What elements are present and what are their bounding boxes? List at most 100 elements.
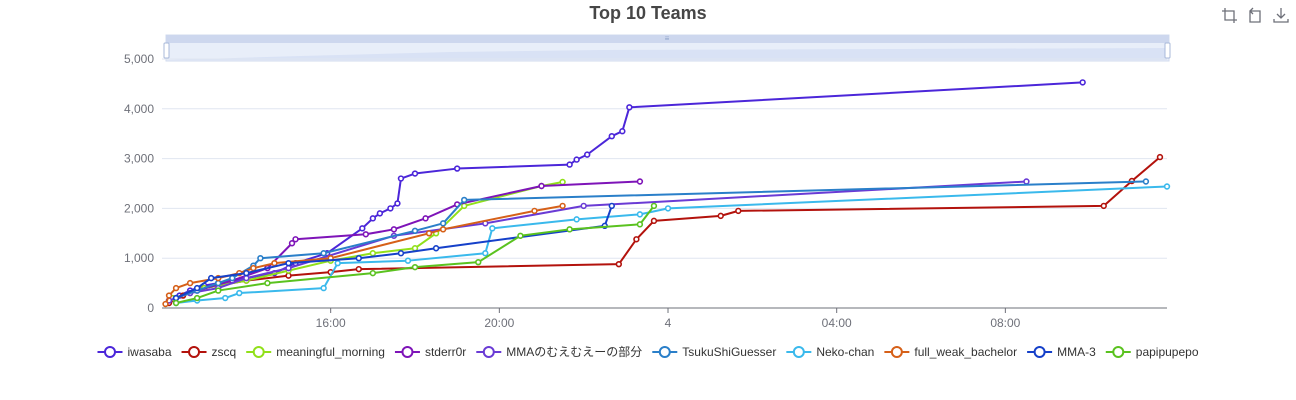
data-point[interactable] [453,165,461,172]
data-point[interactable] [717,212,724,220]
legend-item[interactable]: zscq [181,345,237,359]
data-point[interactable] [285,264,292,272]
data-point[interactable] [288,240,296,247]
data-point[interactable] [376,210,384,217]
data-point[interactable] [397,175,405,182]
data-point[interactable] [1163,183,1171,190]
data-point[interactable] [636,221,644,228]
data-point[interactable] [626,104,633,111]
data-point[interactable] [165,292,173,299]
data-point[interactable] [425,230,433,237]
data-point[interactable] [193,284,201,292]
data-point[interactable] [172,284,180,292]
data-point[interactable] [285,272,292,279]
data-point[interactable] [355,265,362,273]
data-point[interactable] [439,226,447,233]
data-point[interactable] [1156,153,1164,161]
data-point[interactable] [369,250,377,257]
data-point[interactable] [411,245,419,252]
data-point[interactable] [186,279,194,287]
data-point[interactable] [320,250,327,257]
data-point[interactable] [608,202,615,210]
data-point[interactable] [359,225,366,232]
data-point[interactable] [257,255,264,262]
data-point[interactable] [439,220,447,227]
data-point[interactable] [573,156,580,163]
data-point[interactable] [650,202,658,210]
data-point[interactable] [369,269,377,277]
data-point[interactable] [264,279,271,287]
data-point[interactable] [566,226,573,233]
legend-item[interactable]: stderr0r [394,345,466,359]
data-point[interactable] [633,236,640,243]
data-point[interactable] [411,263,419,271]
data-point[interactable] [243,274,250,282]
data-point[interactable] [222,294,229,302]
data-point[interactable] [580,202,587,210]
download-icon[interactable] [1273,8,1289,23]
data-point[interactable] [271,259,278,267]
data-point[interactable] [432,245,440,252]
data-point[interactable] [172,299,180,307]
data-point[interactable] [482,250,489,257]
data-point[interactable] [193,294,201,302]
data-point[interactable] [387,205,394,212]
restore-icon[interactable] [1249,7,1261,23]
data-point[interactable] [475,258,482,266]
legend-item[interactable]: TsukuShiGuesser [652,345,776,359]
data-point[interactable] [411,227,419,235]
data-point[interactable] [362,231,370,238]
legend-item[interactable]: iwasaba [97,345,172,359]
data-point[interactable] [650,217,658,225]
legend-item[interactable]: Neko-chan [786,345,874,359]
data-point[interactable] [636,211,644,218]
data-point[interactable] [236,289,243,297]
data-point[interactable] [404,257,412,264]
data-zoom-left-handle[interactable] [163,42,170,59]
data-point[interactable] [461,196,468,204]
data-point[interactable] [619,128,626,135]
data-point[interactable] [397,250,405,257]
data-point[interactable] [559,178,566,186]
data-point[interactable] [394,200,401,207]
data-point[interactable] [334,259,341,267]
legend-item[interactable]: meaningful_morning [246,345,385,359]
data-point[interactable] [559,202,566,210]
data-point[interactable] [1023,178,1030,185]
data-point[interactable] [369,215,377,222]
data-point[interactable] [1079,79,1086,86]
data-point[interactable] [207,274,215,282]
data-zoom-right-handle[interactable] [1164,42,1171,59]
data-point[interactable] [172,294,180,302]
data-point[interactable] [229,274,236,282]
data-point[interactable] [411,170,419,177]
data-point[interactable] [517,232,524,239]
data-point[interactable] [664,205,672,212]
data-point[interactable] [292,236,299,243]
legend-item[interactable]: MMAのむえむえーの部分 [476,344,642,359]
data-point[interactable] [215,279,222,287]
data-point[interactable] [583,151,591,158]
data-zoom-slider[interactable]: ≡ [163,34,1171,62]
data-point[interactable] [608,132,615,140]
data-point[interactable] [615,260,623,268]
data-zoom-grip[interactable]: ≡ [665,34,670,43]
data-point[interactable] [390,226,398,233]
legend-item[interactable]: full_weak_bachelor [884,345,1017,359]
data-point[interactable] [573,216,580,223]
data-point[interactable] [538,182,545,190]
data-point[interactable] [566,161,573,168]
data-point[interactable] [422,215,429,222]
crop-icon[interactable] [1222,8,1237,23]
data-point[interactable] [355,255,362,262]
data-point[interactable] [735,207,742,215]
data-point[interactable] [636,178,644,185]
data-point[interactable] [1142,178,1150,185]
data-point[interactable] [243,269,250,277]
data-point[interactable] [489,225,496,232]
legend-item[interactable]: MMA-3 [1027,345,1096,359]
data-point[interactable] [162,300,169,308]
legend-item[interactable]: papipupepo [1105,345,1199,359]
data-point[interactable] [320,284,327,292]
data-point[interactable] [1100,202,1107,210]
